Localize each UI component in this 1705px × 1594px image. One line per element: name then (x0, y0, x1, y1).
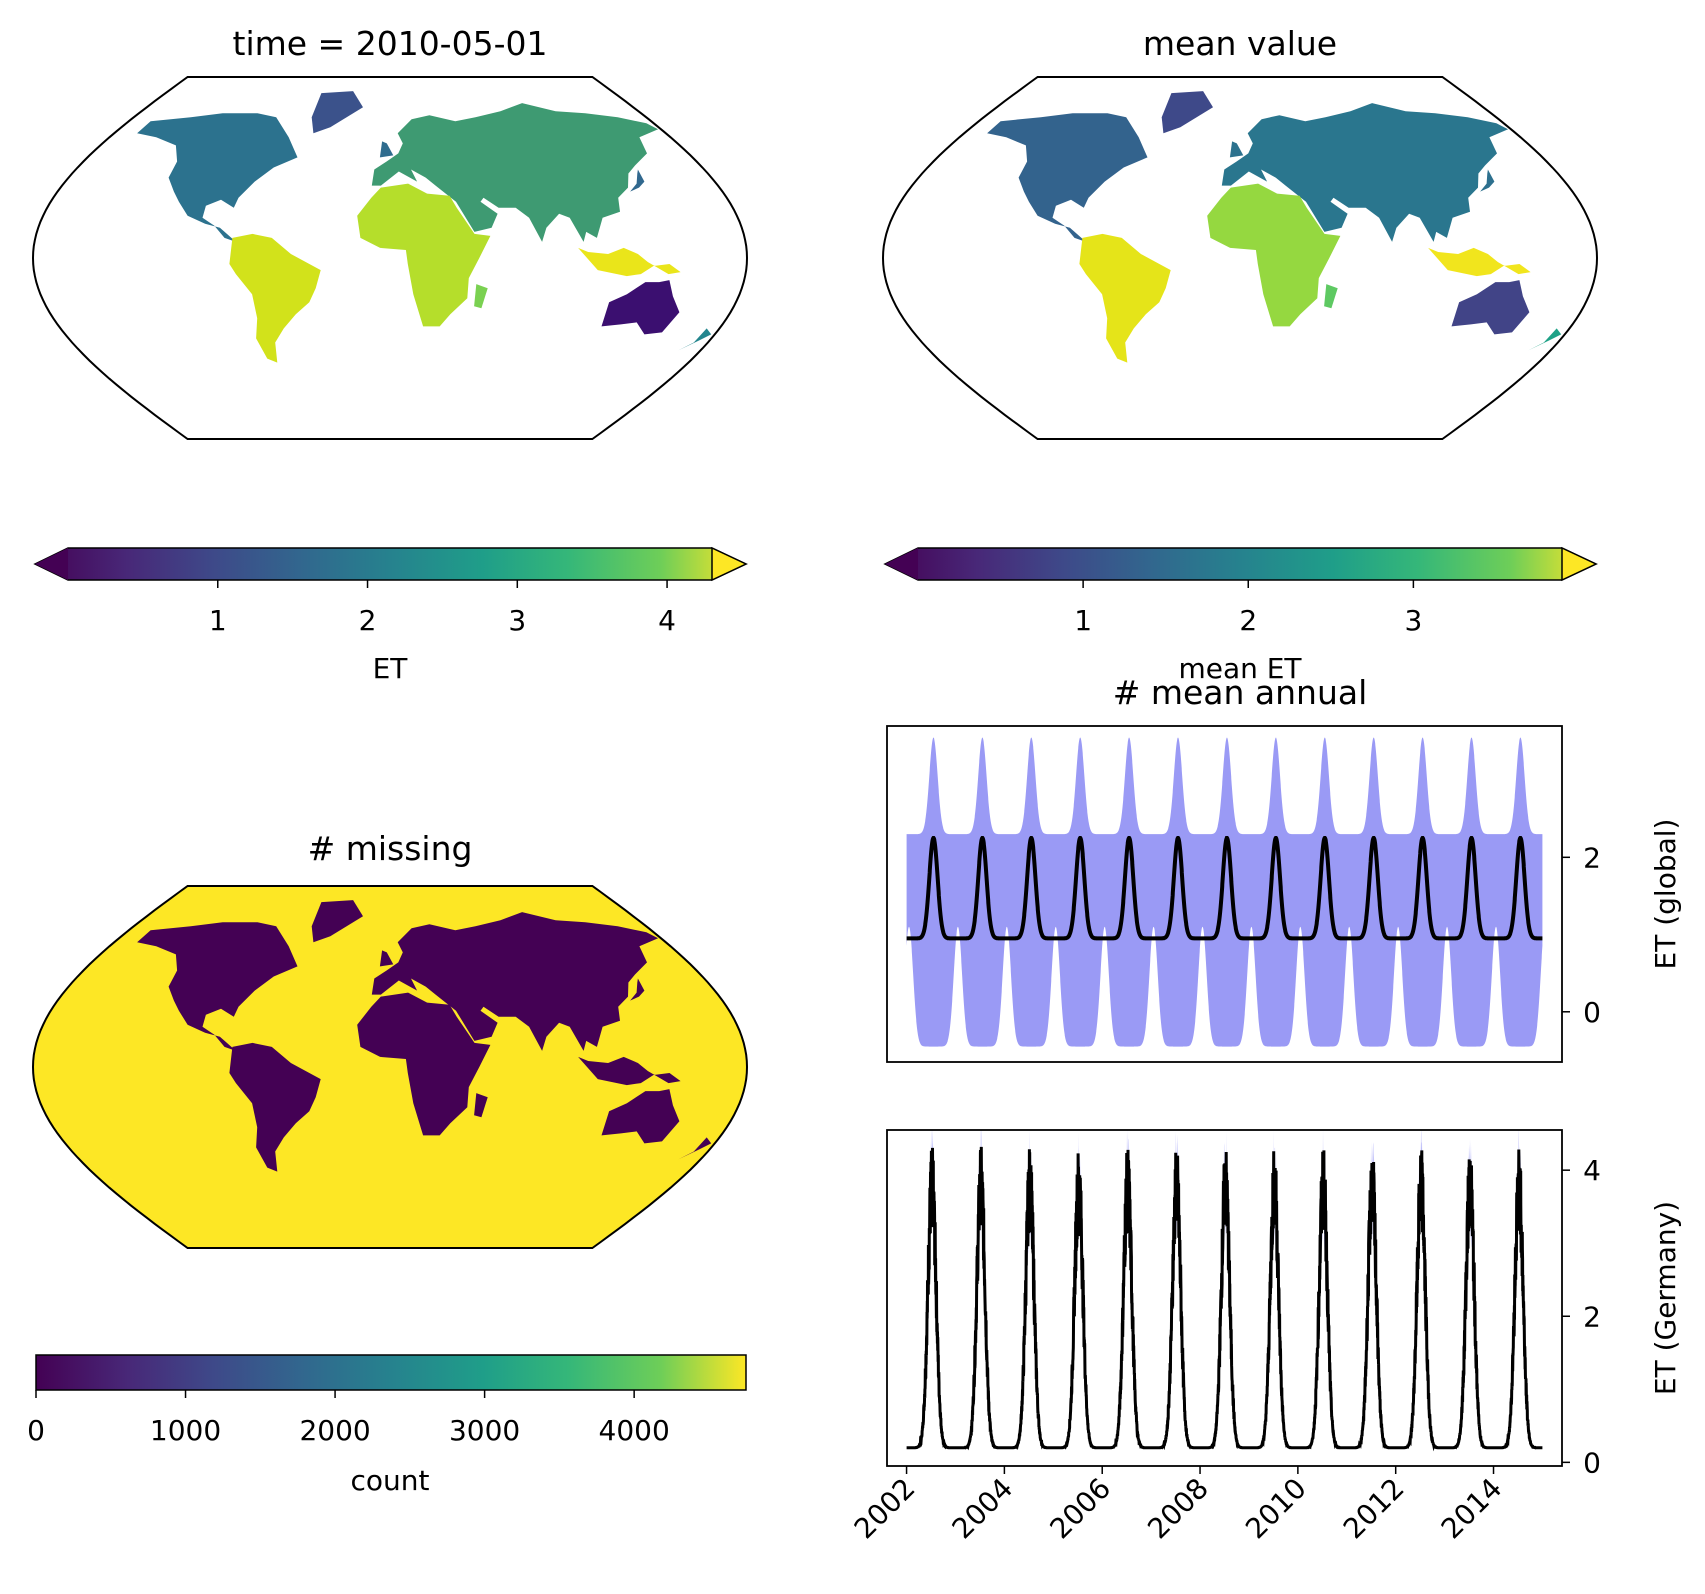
colorbar-tick-label: 3 (1404, 604, 1422, 637)
colorbar-tick-label: 3000 (449, 1414, 520, 1447)
colorbar-mean-et: 1 2 3 mean ET (883, 546, 1598, 685)
colorbar-mean-et-label: mean ET (1178, 652, 1302, 685)
map-mean-value-land (987, 91, 1562, 363)
xtick-label: 2012 (1337, 1472, 1411, 1546)
landmass (1221, 103, 1509, 242)
ts-global: # mean annual 02 ET (global) (886, 673, 1682, 1063)
landmass (229, 233, 321, 363)
ts-germany-frame (886, 1129, 1563, 1467)
map-et-snapshot-land (137, 91, 712, 363)
landmass (678, 1137, 712, 1160)
landmass (987, 113, 1148, 242)
landmass (1207, 183, 1341, 327)
colorbar-et-label: ET (373, 652, 409, 685)
ytick-label: 0 (1583, 1446, 1601, 1479)
landmass (311, 900, 363, 943)
ts-global-std-band (906, 737, 1543, 1047)
landmass (630, 169, 645, 192)
landmass (1324, 284, 1338, 309)
ytick-label: 2 (1583, 1300, 1601, 1333)
map-mean-value: mean value (881, 24, 1599, 440)
xtick-label: 2014 (1435, 1472, 1509, 1546)
map-et-snapshot: time = 2010-05-01 (31, 24, 749, 440)
ts-germany-yticks: 0 2 4 (1562, 1154, 1601, 1479)
landmass (1161, 91, 1213, 134)
landmass (601, 280, 680, 335)
map-missing-title: # missing (308, 829, 473, 868)
xtick-label: 2010 (1239, 1472, 1313, 1546)
landmass (1229, 141, 1244, 158)
colorbar-et: 1 2 3 4 ET (33, 546, 748, 685)
colorbar-count-bar (35, 1354, 747, 1391)
colorbar-mean-et-high-extend (1561, 546, 1598, 582)
landmass (379, 950, 394, 967)
ts-global-mean-line (906, 836, 1543, 941)
colorbar-tick-label: 4 (658, 604, 676, 637)
xtick-label: 2002 (848, 1472, 922, 1546)
landmass (357, 992, 491, 1136)
xtick-label: 2006 (1043, 1472, 1117, 1546)
landmass (137, 922, 298, 1051)
map-et-snapshot-outline (31, 76, 749, 440)
colorbar-et-ticks: 1 2 3 4 (209, 580, 676, 637)
ytick-label: 0 (1583, 996, 1601, 1029)
landmass (357, 183, 491, 327)
ytick-label: 4 (1583, 1154, 1601, 1187)
landmass (678, 328, 712, 351)
ts-global-title: # mean annual (1113, 673, 1368, 712)
colorbar-mean-et-bar (883, 547, 1598, 581)
colorbar-tick-label: 1 (209, 604, 227, 637)
landmass (371, 103, 659, 242)
map-missing: # missing (31, 829, 749, 1249)
colorbar-mean-et-low-extend (885, 548, 918, 580)
map-mean-value-outline (881, 76, 1599, 440)
colorbar-count-ticks: 0 1000 2000 3000 4000 (27, 1390, 670, 1447)
ts-global-yticks: 02 (1562, 841, 1601, 1029)
colorbar-et-low-extend (35, 548, 68, 580)
colorbar-et-bar (33, 547, 748, 581)
landmass (137, 113, 298, 242)
colorbar-tick-label: 4000 (599, 1414, 670, 1447)
landmass (1528, 328, 1562, 351)
map-mean-value-title: mean value (1143, 24, 1337, 63)
ts-germany-xticks: 2002 2004 2006 2008 2010 2012 2014 (848, 1466, 1509, 1546)
ts-germany-mean-line (906, 1146, 1543, 1452)
xtick-label: 2004 (946, 1472, 1020, 1546)
map-et-snapshot-title: time = 2010-05-01 (233, 24, 548, 63)
colorbar-tick-label: 1 (1074, 604, 1092, 637)
colorbar-tick-label: 2 (359, 604, 377, 637)
colorbar-mean-et-ticks: 1 2 3 (1074, 580, 1422, 637)
colorbar-count: 0 1000 2000 3000 4000 count (27, 1354, 747, 1497)
landmass (311, 91, 363, 134)
ts-global-ylabel: ET (global) (1649, 819, 1682, 970)
colorbar-tick-label: 2000 (299, 1414, 370, 1447)
landmass (630, 978, 645, 1001)
colorbar-tick-label: 0 (27, 1414, 45, 1447)
landmass (474, 1093, 488, 1118)
landmass (578, 247, 681, 277)
landmass (474, 284, 488, 309)
ts-global-frame (886, 725, 1563, 1063)
landmass (1451, 280, 1530, 335)
landmass (371, 912, 659, 1051)
xtick-label: 2008 (1141, 1472, 1215, 1546)
colorbar-tick-label: 2 (1239, 604, 1257, 637)
colorbar-tick-label: 3 (508, 604, 526, 637)
landmass (578, 1056, 681, 1086)
landmass (1428, 247, 1531, 277)
ts-germany: 0 2 4 2002 2004 2006 2008 2010 2012 2014 ET (Ger… (848, 1129, 1682, 1546)
landmass (601, 1089, 680, 1144)
landmass (1480, 169, 1495, 192)
map-missing-land (137, 900, 712, 1172)
colorbar-tick-label: 1000 (150, 1414, 221, 1447)
landmass (229, 1042, 321, 1172)
ts-germany-ylabel: ET (Germany) (1649, 1201, 1682, 1395)
colorbar-et-high-extend (711, 546, 748, 582)
colorbar-count-label: count (351, 1464, 430, 1497)
landmass (379, 141, 394, 158)
ytick-label: 2 (1583, 841, 1601, 874)
landmass (1079, 233, 1171, 363)
map-missing-outline (31, 885, 749, 1249)
